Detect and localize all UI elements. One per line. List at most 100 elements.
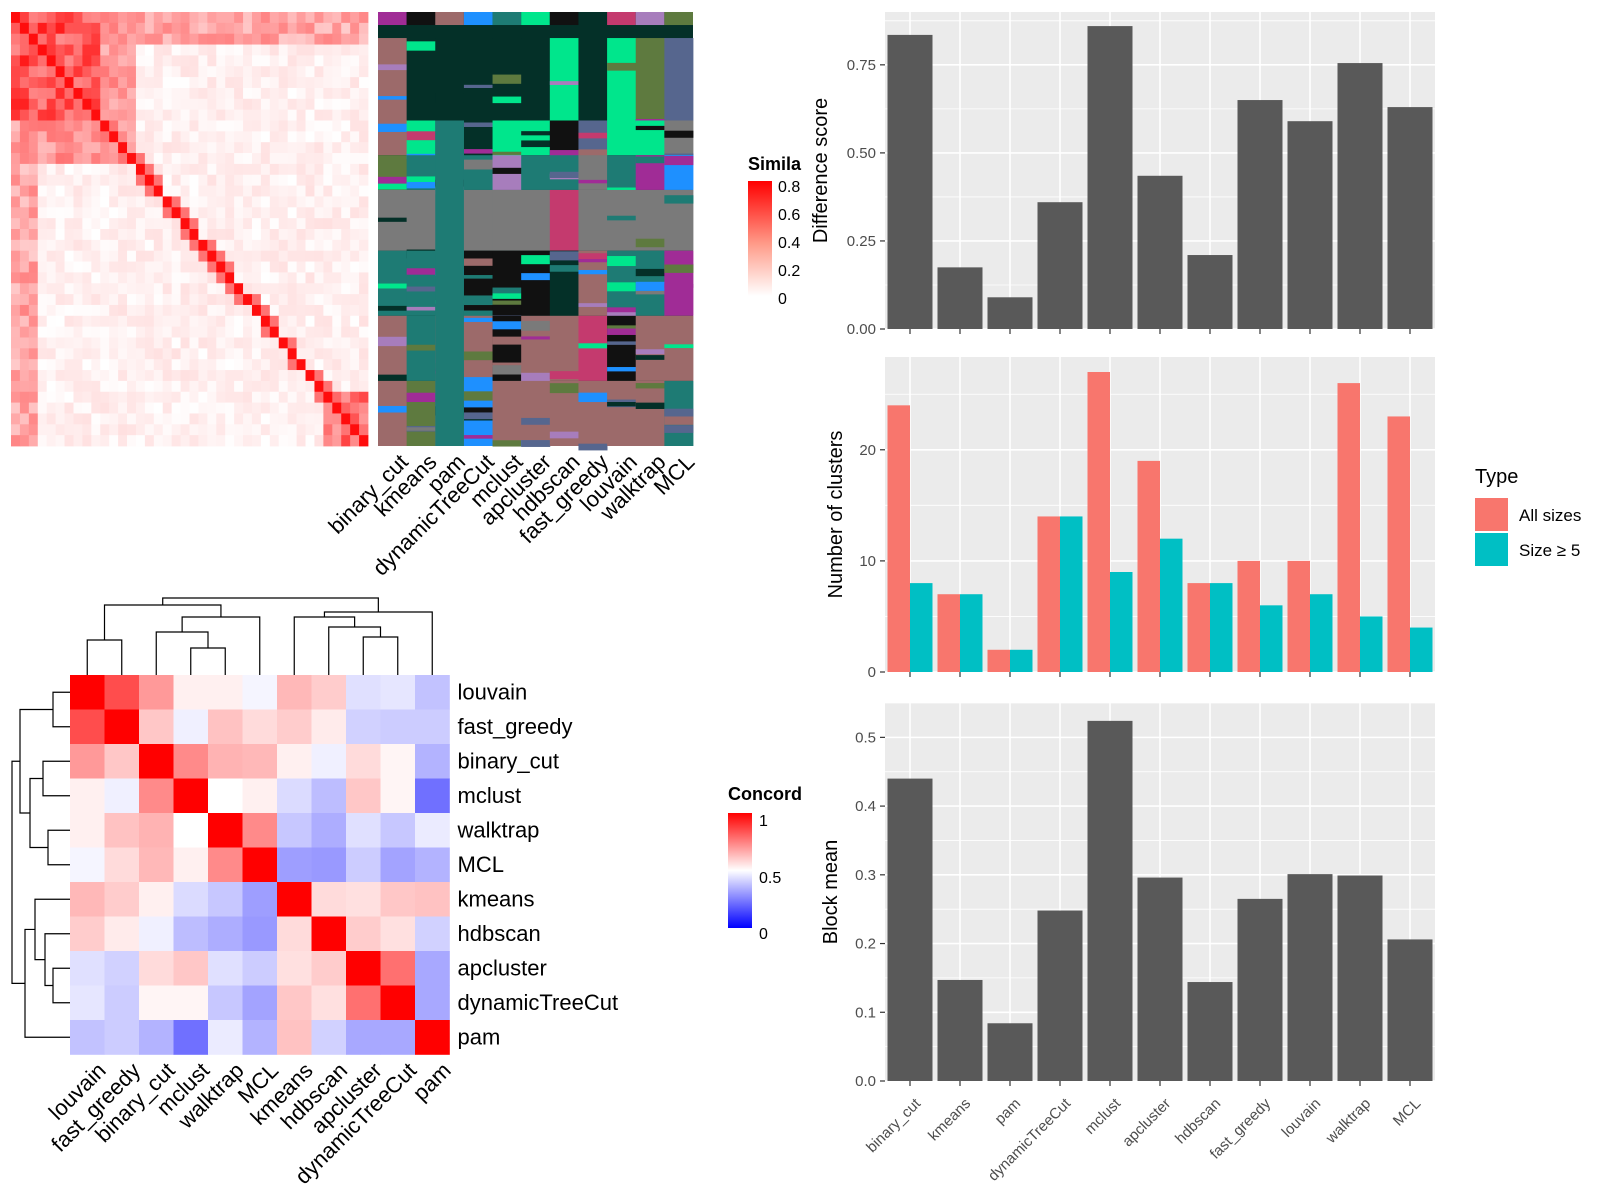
bar-all-sizes	[1187, 583, 1210, 672]
similarity-cell	[207, 163, 217, 176]
similarity-cell	[350, 163, 360, 176]
similarity-cell	[64, 109, 74, 121]
similarity-cell	[234, 174, 244, 186]
similarity-cell	[251, 261, 262, 273]
similarity-cell	[144, 261, 155, 273]
similarity-cell	[109, 131, 119, 143]
similarity-cell	[118, 337, 128, 349]
concordance-cell	[277, 847, 312, 883]
similarity-cell	[296, 174, 306, 186]
bar-size-ge5	[1360, 616, 1383, 672]
similarity-cell	[314, 272, 324, 284]
similarity-cell	[359, 294, 369, 306]
concordance-cell	[70, 951, 105, 986]
similarity-cell	[314, 174, 324, 186]
similarity-cell	[269, 87, 280, 100]
similarity-cell	[287, 77, 297, 89]
similarity-cell	[287, 315, 297, 328]
similarity-cell	[341, 185, 351, 197]
similarity-cell	[234, 435, 244, 447]
similarity-cell	[332, 337, 342, 349]
concordance-cell	[415, 744, 450, 779]
concordance-cells	[70, 675, 450, 1055]
similarity-cell	[207, 22, 217, 35]
similarity-cell	[296, 163, 306, 176]
similarity-cell	[251, 109, 262, 121]
similarity-cell	[314, 337, 324, 349]
similarity-cell	[171, 142, 181, 154]
similarity-cell	[64, 391, 74, 403]
assignment-block	[607, 38, 637, 121]
similarity-cell	[109, 239, 119, 252]
concordance-cell	[208, 778, 243, 814]
concordance-cell	[104, 985, 140, 1021]
similarity-cell	[251, 131, 262, 143]
similarity-cell	[341, 391, 351, 403]
similarity-cell	[37, 315, 48, 328]
dendrogram-link	[47, 829, 70, 866]
similarity-cell	[189, 185, 199, 197]
similarity-cell	[64, 163, 74, 176]
similarity-cell	[287, 66, 297, 78]
similarity-cell	[55, 44, 65, 56]
similarity-cell	[118, 196, 128, 208]
similarity-cell	[269, 153, 280, 165]
concordance-cell	[311, 744, 347, 779]
similarity-cell	[243, 109, 253, 121]
similarity-cell	[189, 33, 199, 45]
similarity-cell	[234, 402, 244, 414]
similarity-cell	[55, 98, 65, 111]
assignment-block	[463, 38, 493, 121]
assignment-stripe	[578, 149, 608, 158]
concordance-column-label: pam	[408, 1058, 456, 1106]
similarity-cell	[314, 250, 324, 262]
similarity-cell	[332, 185, 342, 197]
similarity-cell	[207, 12, 217, 24]
concordance-cell	[139, 1020, 174, 1055]
similarity-cell	[135, 218, 146, 230]
concordance-row-label: dynamicTreeCut	[458, 990, 619, 1015]
similarity-cell	[189, 44, 199, 56]
similarity-cell	[11, 98, 21, 111]
assignment-block	[664, 250, 694, 316]
similarity-cell	[82, 315, 92, 328]
similarity-cell	[153, 196, 164, 208]
similarity-cell	[180, 185, 190, 197]
similarity-cell	[216, 196, 226, 208]
similarity-cell	[341, 109, 351, 121]
similarity-cell	[314, 163, 324, 176]
similarity-cell	[278, 12, 289, 24]
similarity-cell	[216, 348, 226, 360]
similarity-cell	[144, 109, 155, 121]
similarity-cell	[109, 33, 119, 45]
similarity-cell	[91, 359, 101, 371]
similarity-cell	[243, 77, 253, 89]
similarity-cell	[251, 239, 262, 252]
similarity-cell	[144, 435, 155, 447]
similarity-cell	[28, 77, 39, 89]
similarity-cell	[296, 131, 306, 143]
similarity-cell	[144, 207, 155, 219]
concordance-cell	[415, 916, 450, 952]
similarity-cell	[341, 153, 351, 165]
similarity-cell	[216, 12, 226, 24]
similarity-cell	[260, 391, 271, 403]
similarity-cell	[91, 315, 101, 328]
concordance-cell	[104, 1020, 140, 1055]
concordance-cell	[380, 813, 416, 848]
assignment-stripe	[578, 303, 608, 307]
similarity-cell	[28, 294, 39, 306]
concordance-legend-tick: 1	[759, 813, 768, 830]
similarity-cell	[189, 163, 199, 176]
similarity-cell	[144, 380, 155, 393]
similarity-cell	[287, 153, 297, 165]
similarity-cell	[225, 380, 235, 393]
assignment-stripe	[378, 217, 408, 222]
concordance-cell	[139, 813, 174, 848]
similarity-cell	[153, 87, 164, 100]
similarity-cell	[153, 359, 164, 371]
similarity-cell	[278, 326, 289, 338]
similarity-cell	[28, 424, 39, 436]
similarity-cell	[323, 33, 333, 45]
